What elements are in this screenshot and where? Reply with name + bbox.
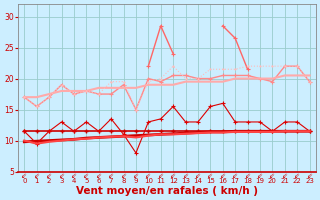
X-axis label: Vent moyen/en rafales ( km/h ): Vent moyen/en rafales ( km/h ) (76, 186, 258, 196)
